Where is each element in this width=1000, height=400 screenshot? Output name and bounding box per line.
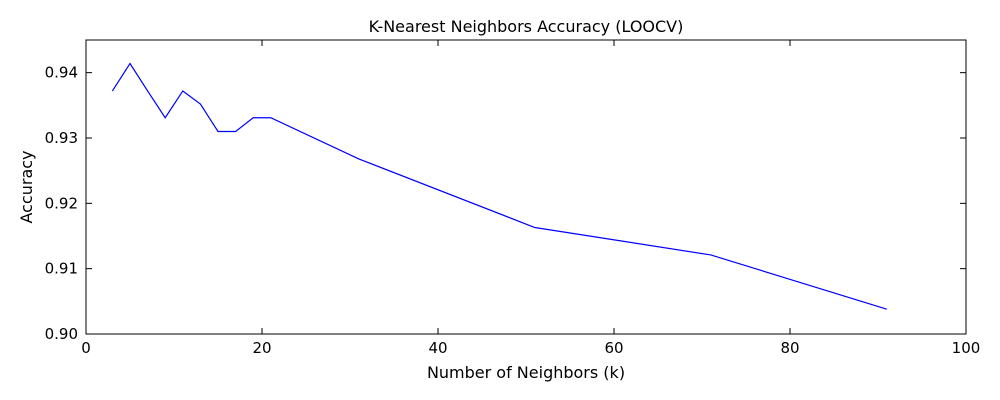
series-group: [111, 62, 887, 310]
x-tick-label: 80: [780, 339, 799, 357]
axis-ticks: [85, 40, 967, 335]
y-tick-label: 0.90: [45, 325, 78, 343]
x-axis-label: Number of Neighbors (k): [427, 363, 625, 382]
y-tick-label: 0.94: [45, 64, 78, 82]
axis-tick-labels: 0 20 40 60 80 100 0.90 0.91 0.92 0.93 0.94: [45, 64, 981, 357]
y-tick-label: 0.93: [45, 129, 78, 147]
x-tick-label: 0: [81, 339, 91, 357]
x-tick-label: 60: [604, 339, 623, 357]
y-tick-label: 0.91: [45, 260, 78, 278]
y-axis-label: Accuracy: [17, 150, 36, 223]
accuracy-series-line: [111, 62, 887, 310]
x-tick-label: 40: [428, 339, 447, 357]
y-tick-label: 0.92: [45, 194, 78, 212]
plot-frame: [85, 39, 967, 335]
x-tick-label: 20: [252, 339, 271, 357]
chart-title: K-Nearest Neighbors Accuracy (LOOCV): [369, 17, 684, 36]
x-tick-label: 100: [952, 339, 981, 357]
